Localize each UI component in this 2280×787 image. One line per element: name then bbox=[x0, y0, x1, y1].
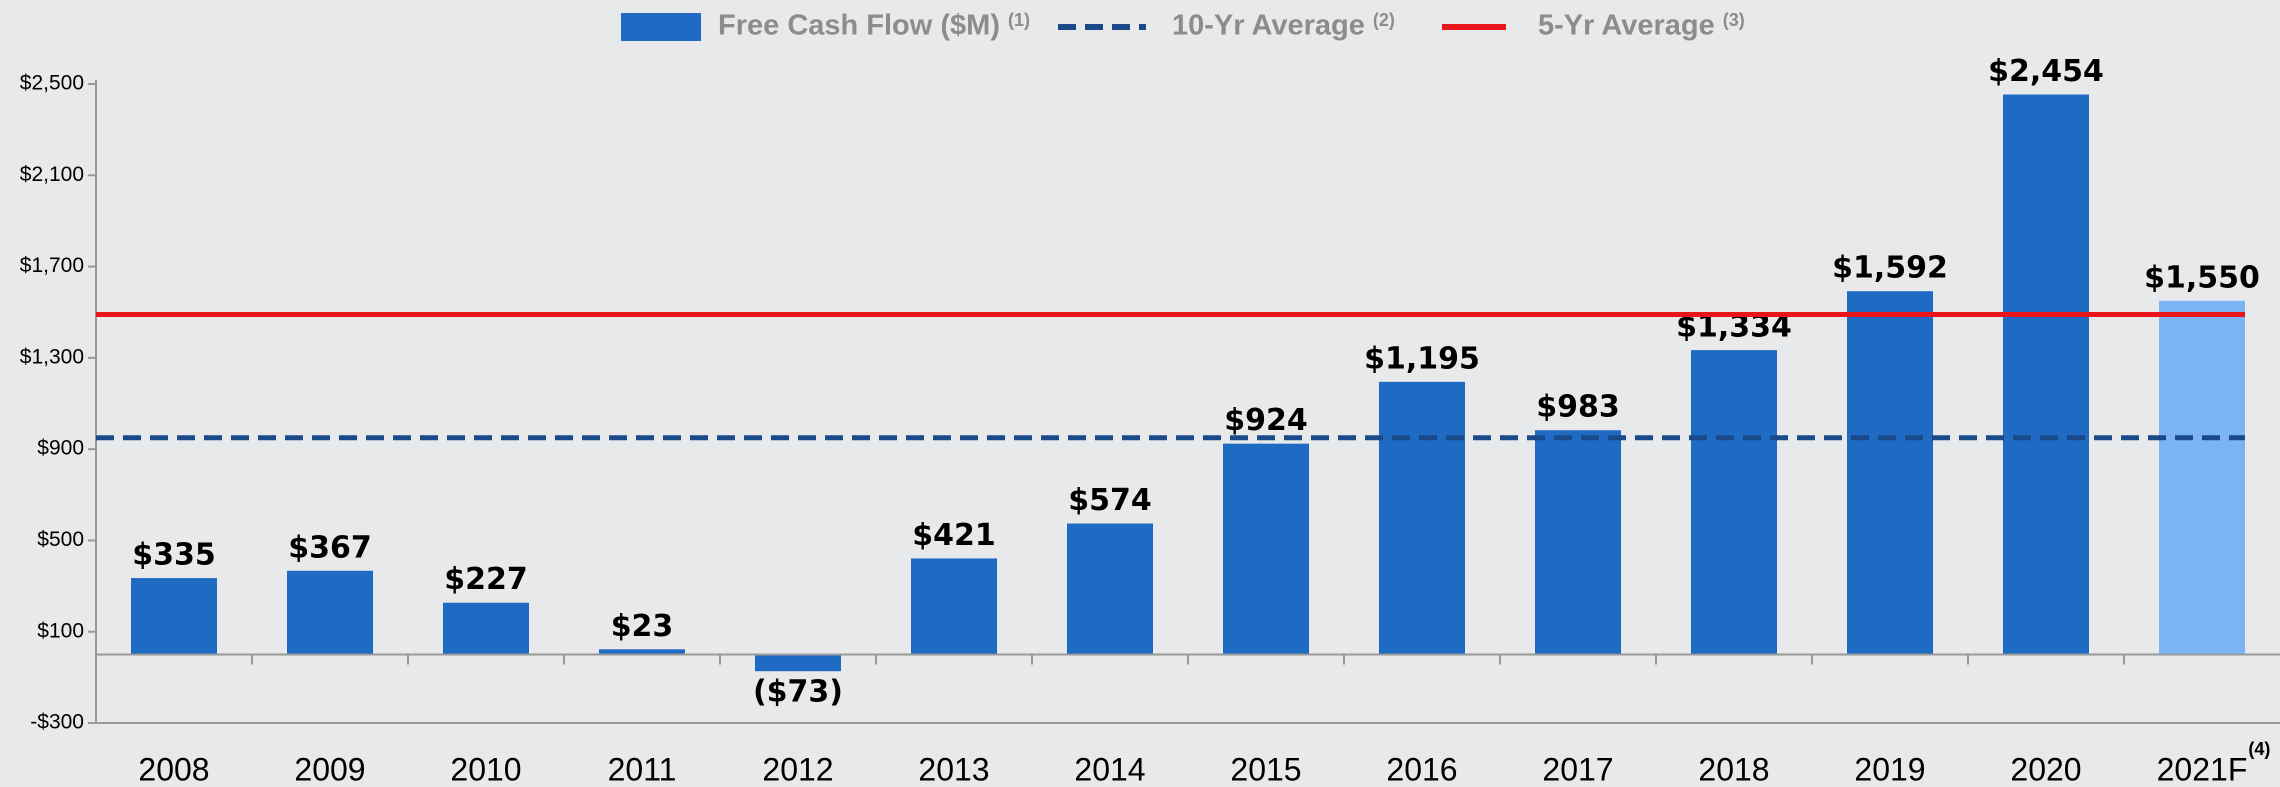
bar bbox=[287, 570, 373, 655]
x-tick-label: 2017 bbox=[1542, 751, 1613, 787]
legend-note: (1) bbox=[1008, 10, 1030, 30]
x-tick-label: 2020 bbox=[2010, 751, 2081, 787]
value-label: $23 bbox=[611, 609, 674, 644]
y-tick-label: $1,300 bbox=[20, 345, 84, 368]
bar bbox=[1691, 350, 1777, 655]
x-tick-label: 2016 bbox=[1386, 751, 1457, 787]
value-label: $983 bbox=[1536, 390, 1620, 425]
bar bbox=[1379, 381, 1465, 655]
value-label: ($73) bbox=[753, 675, 843, 710]
x-tick-label: 2009 bbox=[294, 751, 365, 787]
bar bbox=[1535, 430, 1621, 655]
x-tick-label: 2008 bbox=[138, 751, 209, 787]
value-label: $367 bbox=[288, 530, 372, 565]
x-tick-label: 2018 bbox=[1698, 751, 1769, 787]
value-label: $1,550 bbox=[2144, 260, 2260, 295]
bar bbox=[1847, 291, 1933, 655]
legend-label: 10-Yr Average bbox=[1172, 10, 1365, 42]
legend-label: 5-Yr Average bbox=[1538, 10, 1715, 42]
value-label: $1,195 bbox=[1364, 341, 1480, 376]
y-tick-label: $500 bbox=[37, 528, 84, 551]
x-tick-label: 2014 bbox=[1074, 751, 1145, 787]
value-label: $924 bbox=[1224, 403, 1308, 438]
x-tick-label: 2021F bbox=[2157, 751, 2248, 787]
bar bbox=[1067, 523, 1153, 655]
x-tick-label: 2019 bbox=[1854, 751, 1925, 787]
value-label: $2,454 bbox=[1988, 54, 2104, 89]
y-tick-label: $2,100 bbox=[20, 163, 84, 186]
legend-swatch bbox=[621, 13, 701, 41]
bar bbox=[131, 578, 217, 655]
bar bbox=[599, 649, 685, 655]
y-tick-label: $1,700 bbox=[20, 254, 84, 277]
value-label: $574 bbox=[1068, 483, 1152, 518]
value-label: $1,592 bbox=[1832, 251, 1948, 286]
bar bbox=[2003, 94, 2089, 655]
bar bbox=[755, 654, 841, 672]
legend-note: (3) bbox=[1723, 10, 1745, 30]
category-note: (4) bbox=[2248, 739, 2270, 759]
x-tick-label: 2012 bbox=[762, 751, 833, 787]
x-tick-label: 2010 bbox=[450, 751, 521, 787]
y-tick-label: -$300 bbox=[30, 711, 84, 734]
y-tick-label: $900 bbox=[37, 437, 84, 460]
x-tick-label: 2013 bbox=[918, 751, 989, 787]
value-label: $421 bbox=[912, 518, 996, 553]
y-tick-label: $100 bbox=[37, 619, 84, 642]
value-label: $335 bbox=[132, 538, 216, 573]
bar bbox=[1223, 443, 1309, 655]
x-tick-label: 2015 bbox=[1230, 751, 1301, 787]
y-tick-label: $2,500 bbox=[20, 72, 84, 95]
legend-note: (2) bbox=[1373, 10, 1395, 30]
bar bbox=[443, 602, 529, 655]
value-label: $227 bbox=[444, 562, 528, 597]
bar bbox=[911, 558, 997, 655]
x-tick-label: 2011 bbox=[608, 751, 677, 787]
bar bbox=[2159, 300, 2245, 655]
legend-label: Free Cash Flow ($M) bbox=[718, 10, 1000, 42]
